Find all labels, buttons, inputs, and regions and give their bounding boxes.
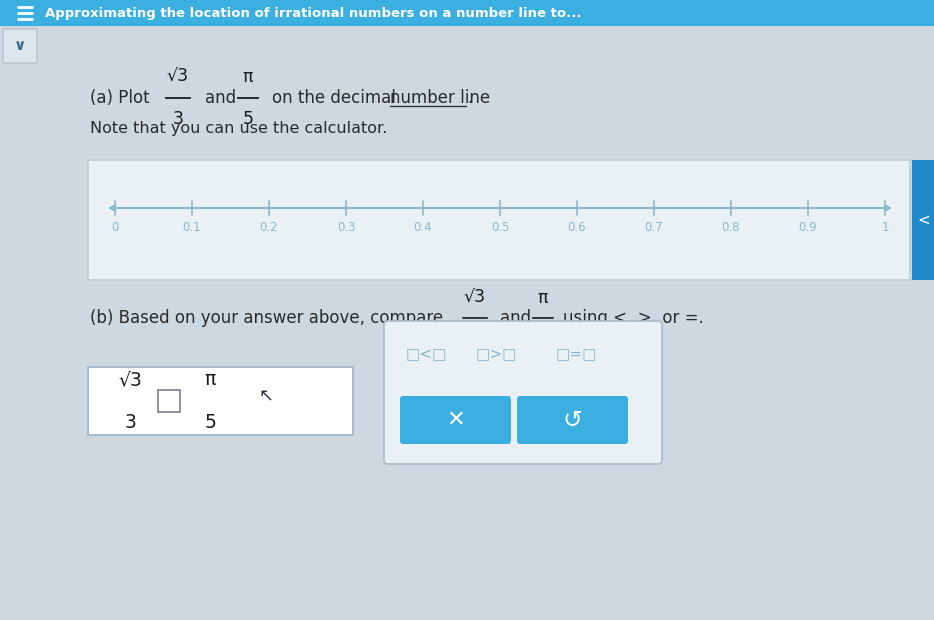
FancyBboxPatch shape [88,160,910,280]
FancyBboxPatch shape [3,29,37,63]
FancyBboxPatch shape [912,160,934,280]
Text: 0.1: 0.1 [183,221,202,234]
Text: 0: 0 [111,221,119,234]
Text: Note that you can use the calculator.: Note that you can use the calculator. [90,120,388,136]
Text: 3: 3 [470,329,480,347]
FancyBboxPatch shape [0,0,934,26]
Text: 3: 3 [124,413,136,432]
Text: Approximating the location of irrational numbers on a number line to...: Approximating the location of irrational… [45,6,582,19]
FancyBboxPatch shape [517,396,628,444]
FancyBboxPatch shape [158,390,180,412]
Text: using <, >, or =.: using <, >, or =. [563,309,703,327]
Text: π: π [205,370,216,389]
FancyBboxPatch shape [400,396,511,444]
Text: on the decimal: on the decimal [272,89,396,107]
Text: 0.7: 0.7 [644,221,663,234]
Text: number line: number line [390,89,490,107]
Text: ↖: ↖ [258,387,273,405]
Text: and: and [500,309,531,327]
Text: π: π [243,68,253,86]
Text: ∨: ∨ [14,38,26,53]
Text: π: π [538,289,548,307]
Text: 5: 5 [204,413,216,432]
Text: □=□: □=□ [556,347,598,363]
Text: 1: 1 [882,221,889,234]
Text: □<□: □<□ [406,347,447,363]
Text: 0.9: 0.9 [799,221,817,234]
Text: 0.8: 0.8 [722,221,741,234]
Text: 0.4: 0.4 [414,221,432,234]
FancyBboxPatch shape [88,367,353,435]
Text: □>□: □>□ [476,347,517,363]
Text: (b) Based on your answer above, compare: (b) Based on your answer above, compare [90,309,443,327]
Text: .: . [467,89,473,107]
Text: √3: √3 [167,68,189,86]
Text: 5: 5 [243,110,253,128]
Text: (a) Plot: (a) Plot [90,89,149,107]
Text: ↺: ↺ [562,408,583,432]
Text: 5: 5 [537,329,548,347]
Text: 0.6: 0.6 [568,221,587,234]
Text: √3: √3 [464,289,486,307]
Text: √3: √3 [118,370,142,389]
Text: 0.5: 0.5 [490,221,509,234]
FancyBboxPatch shape [384,321,662,464]
Text: ✕: ✕ [446,410,465,430]
Text: and: and [205,89,236,107]
Text: <: < [917,213,930,228]
Text: 0.2: 0.2 [260,221,278,234]
Text: 0.3: 0.3 [337,221,355,234]
Text: 3: 3 [173,110,183,128]
